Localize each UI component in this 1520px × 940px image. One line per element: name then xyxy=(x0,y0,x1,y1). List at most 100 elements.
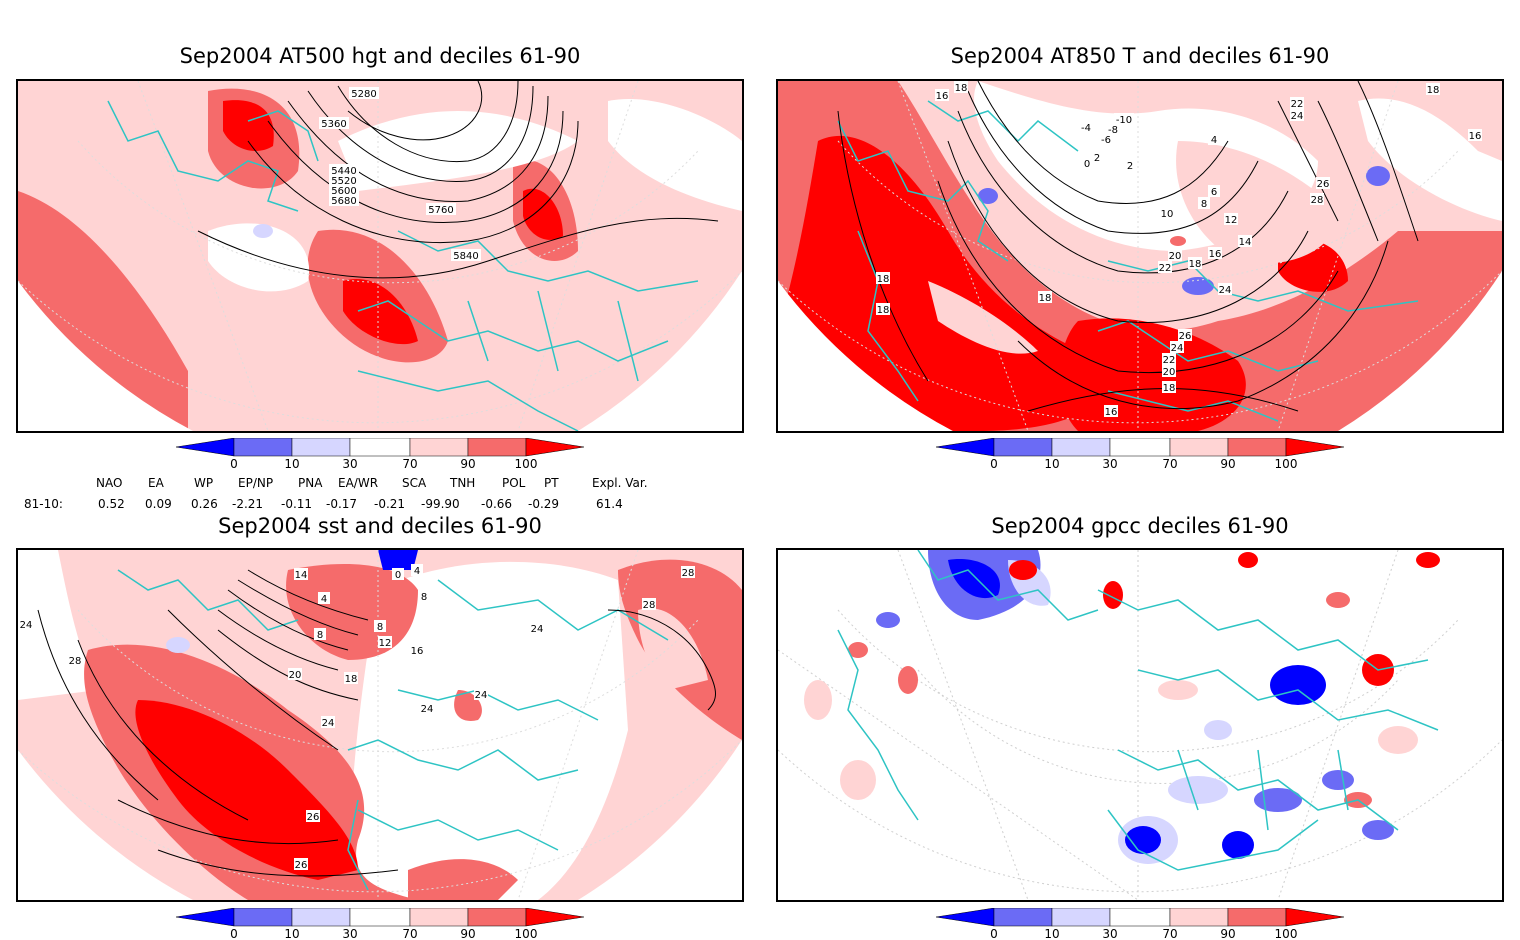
contour-label: 5600 xyxy=(331,186,356,197)
map-panel-3: 28 24 28 14 4 0 4 8 8 8 12 16 20 18 24 2… xyxy=(16,548,744,902)
colorbar-3: 0 10 30 70 90 100 xyxy=(175,908,585,938)
colorbar-tick: 90 xyxy=(1220,457,1235,468)
index-header-pol: POL xyxy=(502,476,526,490)
contour-label: 0 xyxy=(395,570,401,581)
index-header-pna: PNA xyxy=(298,476,323,490)
colorbar-tick: 70 xyxy=(1162,927,1177,938)
contour-label: 16 xyxy=(1469,131,1482,142)
contour-label: 5520 xyxy=(331,176,356,187)
index-value-nao: 0.52 xyxy=(98,497,125,511)
index-value-wp: 0.26 xyxy=(191,497,218,511)
contour-label: 24 xyxy=(1291,111,1304,122)
index-header-explvar: Expl. Var. xyxy=(592,476,648,490)
panel-title-1: Sep2004 AT500 hgt and deciles 61-90 xyxy=(179,44,581,68)
map-plot-3: 28 24 28 14 4 0 4 8 8 8 12 16 20 18 24 2… xyxy=(18,550,742,900)
contour-label: 18 xyxy=(1039,293,1052,304)
index-value-epnp: -2.21 xyxy=(232,497,264,511)
contour-label: 5360 xyxy=(321,119,346,130)
contour-label: 26 xyxy=(295,860,308,871)
index-value-pna: -0.11 xyxy=(281,497,313,511)
colorbar-tick: 10 xyxy=(284,457,299,468)
contour-label: 28 xyxy=(69,656,82,667)
contour-labels-3: 28 24 28 14 4 0 4 8 8 8 12 16 20 18 24 2… xyxy=(19,564,695,871)
contour-label: 5840 xyxy=(453,251,478,262)
contour-label: 4 xyxy=(1211,135,1217,146)
contour-label: 22 xyxy=(1159,263,1172,274)
contour-label: 16 xyxy=(1209,249,1222,260)
contour-label: 18 xyxy=(1427,85,1440,96)
contour-label: 5760 xyxy=(428,205,453,216)
index-header-nao: NAO xyxy=(96,476,123,490)
contour-label: 5440 xyxy=(331,166,356,177)
colorbar-tick: 10 xyxy=(284,927,299,938)
index-header-ea: EA xyxy=(148,476,164,490)
contour-label: 8 xyxy=(1201,199,1207,210)
contour-label: 24 xyxy=(1219,285,1232,296)
contour-label: 14 xyxy=(295,570,308,581)
contour-label: 24 xyxy=(475,690,488,701)
contour-label: 5280 xyxy=(351,89,376,100)
contour-label: 18 xyxy=(1163,383,1176,394)
contour-label: -6 xyxy=(1101,135,1111,146)
map-plot-2: 18 16 -10 -8 -6 -4 0 2 2 4 22 24 18 16 2… xyxy=(778,81,1502,431)
colorbar-tick: 100 xyxy=(515,927,538,938)
index-value-explvar: 61.4 xyxy=(596,497,623,511)
index-value-ea: 0.09 xyxy=(145,497,172,511)
contour-label: -10 xyxy=(1116,115,1132,126)
panel-title-2: Sep2004 AT850 T and deciles 61-90 xyxy=(950,44,1330,68)
contour-label: 18 xyxy=(877,274,890,285)
colorbar-tick: 100 xyxy=(515,457,538,468)
contour-label: 4 xyxy=(321,594,327,605)
contour-label: 26 xyxy=(1179,331,1192,342)
colorbar-tick: 100 xyxy=(1275,457,1298,468)
colorbar-tick: 0 xyxy=(230,927,238,938)
contour-label: 28 xyxy=(1311,195,1324,206)
contour-label: 5680 xyxy=(331,196,356,207)
colorbar-tick: 30 xyxy=(342,927,357,938)
contour-label: 4 xyxy=(414,566,420,577)
index-row-label: 81-10: xyxy=(24,497,63,511)
map-panel-2: 18 16 -10 -8 -6 -4 0 2 2 4 22 24 18 16 2… xyxy=(776,79,1504,433)
colorbar-tick: 10 xyxy=(1044,457,1059,468)
contour-label: 8 xyxy=(377,622,383,633)
colorbar-tick: 30 xyxy=(342,457,357,468)
contour-label: 20 xyxy=(289,670,302,681)
contour-label: 22 xyxy=(1163,355,1176,366)
index-header-wp: WP xyxy=(194,476,214,490)
index-value-pt: -0.29 xyxy=(528,497,560,511)
index-header-tnh: TNH xyxy=(450,476,476,490)
contour-label: 16 xyxy=(1105,407,1118,418)
colorbar-tick: 0 xyxy=(230,457,238,468)
colorbar-tick: 0 xyxy=(990,457,998,468)
contour-label: 14 xyxy=(1239,237,1252,248)
map-plot-4 xyxy=(778,550,1502,900)
contour-label: 26 xyxy=(307,812,320,823)
contour-label: 10 xyxy=(1161,209,1174,220)
index-value-tnh: -99.90 xyxy=(421,497,460,511)
contour-label: 24 xyxy=(421,704,434,715)
contour-label: 28 xyxy=(643,600,656,611)
colorbar-tick: 90 xyxy=(460,927,475,938)
contour-label: 0 xyxy=(1084,159,1090,170)
colorbar-tick: 70 xyxy=(402,927,417,938)
colorbar-1: 0 10 30 70 90 100 xyxy=(175,438,585,468)
colorbar-tick: 0 xyxy=(990,927,998,938)
contour-label: -4 xyxy=(1081,123,1091,134)
map-plot-1: 5280 5360 5440 5520 5600 5680 5760 5840 xyxy=(18,81,742,431)
contour-label: 28 xyxy=(682,568,695,579)
index-header-sca: SCA xyxy=(402,476,427,490)
contour-label: 18 xyxy=(345,674,358,685)
index-value-sca: -0.21 xyxy=(374,497,406,511)
contour-label: 22 xyxy=(1291,99,1304,110)
contour-label: 20 xyxy=(1163,367,1176,378)
colorbar-4: 0 10 30 70 90 100 xyxy=(935,908,1345,938)
index-value-eawr: -0.17 xyxy=(326,497,358,511)
contour-label: 18 xyxy=(1189,259,1202,270)
contour-label: 2 xyxy=(1094,153,1100,164)
colorbar-tick: 100 xyxy=(1275,927,1298,938)
index-header-pt: PT xyxy=(544,476,559,490)
contour-label: 12 xyxy=(1225,215,1238,226)
contour-label: 8 xyxy=(421,592,427,603)
index-header-epnp: EP/NP xyxy=(238,476,274,490)
contour-labels-2: 18 16 -10 -8 -6 -4 0 2 2 4 22 24 18 16 2… xyxy=(876,81,1482,418)
